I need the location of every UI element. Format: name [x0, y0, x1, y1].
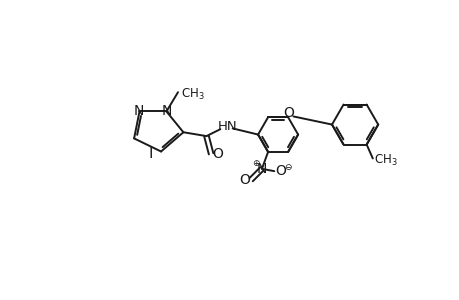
Text: CH$_3$: CH$_3$ — [181, 87, 204, 102]
Text: O: O — [212, 147, 222, 161]
Text: N: N — [256, 162, 267, 176]
Text: N: N — [162, 104, 172, 118]
Text: I: I — [148, 146, 153, 160]
Text: $\oplus$: $\oplus$ — [252, 158, 260, 168]
Text: HN: HN — [217, 120, 236, 134]
Text: $\ominus$: $\ominus$ — [283, 162, 292, 172]
Text: O: O — [238, 172, 249, 187]
Text: O: O — [275, 164, 286, 178]
Text: O: O — [283, 106, 294, 120]
Text: CH$_3$: CH$_3$ — [374, 153, 397, 168]
Text: N: N — [133, 104, 144, 118]
